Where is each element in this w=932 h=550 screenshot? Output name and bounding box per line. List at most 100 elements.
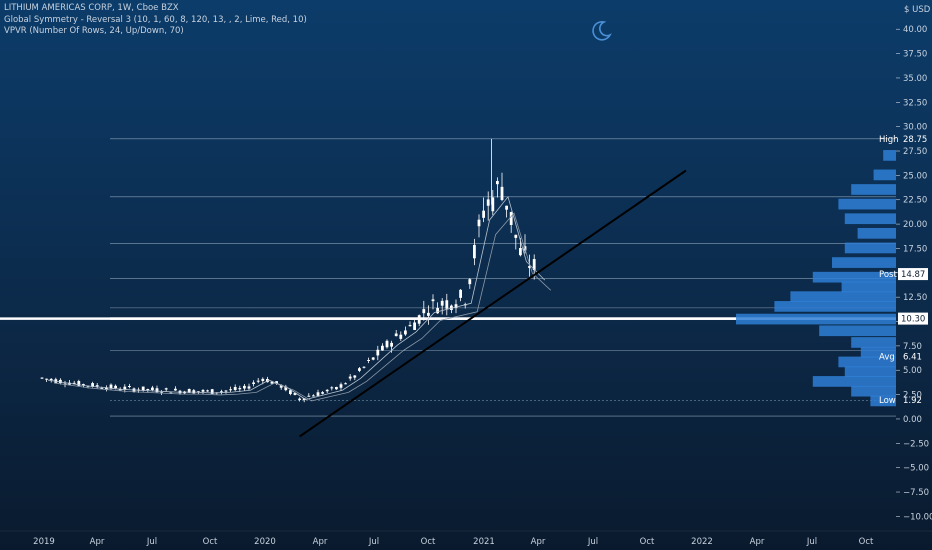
- candle-body[interactable]: [519, 247, 522, 256]
- candle-body[interactable]: [141, 386, 145, 391]
- candle-body[interactable]: [468, 279, 472, 285]
- candle-body[interactable]: [422, 309, 426, 314]
- price-marker-box[interactable]: [898, 268, 928, 281]
- candle-body[interactable]: [105, 387, 108, 390]
- candle-body[interactable]: [307, 395, 311, 397]
- candle-body[interactable]: [270, 381, 274, 384]
- candle-body[interactable]: [509, 212, 513, 225]
- candle-body[interactable]: [454, 304, 458, 309]
- candle-body[interactable]: [128, 386, 131, 388]
- candle-body[interactable]: [358, 368, 361, 371]
- price-marker-box[interactable]: [898, 312, 928, 325]
- candle-body[interactable]: [252, 382, 255, 385]
- candle-body[interactable]: [100, 387, 104, 389]
- moon-icon[interactable]: [589, 19, 613, 43]
- candle-body[interactable]: [413, 322, 416, 330]
- candle-body[interactable]: [298, 398, 301, 400]
- candle-body[interactable]: [279, 384, 283, 388]
- candle-body[interactable]: [330, 387, 334, 389]
- candle-body[interactable]: [40, 377, 44, 379]
- candle-body[interactable]: [528, 265, 531, 269]
- candle-body[interactable]: [353, 375, 357, 378]
- candle-body[interactable]: [440, 300, 444, 306]
- candle-body[interactable]: [394, 333, 398, 337]
- candle-body[interactable]: [123, 386, 127, 390]
- candle-body[interactable]: [197, 391, 200, 393]
- candle-body[interactable]: [114, 385, 117, 389]
- candle-body[interactable]: [408, 325, 412, 327]
- candle-body[interactable]: [362, 366, 366, 368]
- candle-body[interactable]: [151, 387, 154, 390]
- candle-body[interactable]: [146, 388, 150, 390]
- candle-body[interactable]: [459, 289, 462, 298]
- candle-body[interactable]: [224, 390, 228, 392]
- candle-body[interactable]: [486, 199, 490, 206]
- candle-body[interactable]: [233, 386, 237, 390]
- candle-body[interactable]: [174, 388, 177, 391]
- candle-body[interactable]: [316, 392, 320, 396]
- candle-body[interactable]: [109, 384, 113, 389]
- candle-body[interactable]: [482, 210, 485, 218]
- candle-body[interactable]: [344, 383, 347, 385]
- candle-body[interactable]: [59, 379, 62, 384]
- candle-body[interactable]: [445, 300, 449, 309]
- candle-body[interactable]: [325, 389, 329, 392]
- candle-body[interactable]: [293, 393, 297, 395]
- candle-body[interactable]: [45, 378, 48, 380]
- candle-body[interactable]: [238, 388, 242, 390]
- candle-body[interactable]: [206, 390, 209, 392]
- candle-body[interactable]: [381, 345, 384, 351]
- candle-body[interactable]: [275, 381, 278, 384]
- candle-body[interactable]: [220, 391, 223, 393]
- candle-body[interactable]: [473, 244, 476, 259]
- candle-body[interactable]: [187, 389, 191, 393]
- candle-body[interactable]: [82, 384, 85, 386]
- candle-body[interactable]: [477, 219, 481, 227]
- candle-body[interactable]: [376, 349, 380, 356]
- candle-body[interactable]: [321, 392, 324, 394]
- candle-body[interactable]: [261, 378, 265, 381]
- candle-body[interactable]: [210, 389, 214, 394]
- candle-body[interactable]: [427, 312, 430, 316]
- candle-body[interactable]: [514, 234, 518, 238]
- candle-body[interactable]: [417, 315, 421, 324]
- candle-body[interactable]: [302, 398, 306, 401]
- candle-body[interactable]: [431, 299, 435, 302]
- candle-body[interactable]: [95, 385, 99, 387]
- candle-body[interactable]: [491, 197, 495, 212]
- candle-body[interactable]: [404, 330, 407, 335]
- candle-body[interactable]: [91, 383, 94, 387]
- candle-body[interactable]: [155, 388, 159, 393]
- candle-body[interactable]: [399, 334, 403, 339]
- candle-body[interactable]: [49, 378, 53, 381]
- candle-body[interactable]: [436, 307, 439, 314]
- trendline[interactable]: [299, 169, 687, 438]
- candle-body[interactable]: [500, 186, 504, 200]
- candle-body[interactable]: [385, 340, 389, 348]
- candle-body[interactable]: [77, 381, 81, 386]
- candle-body[interactable]: [532, 259, 536, 271]
- candle-body[interactable]: [289, 390, 292, 395]
- legend-indicator-global-symmetry[interactable]: Global Symmetry - Reversal 3 (10, 1, 60,…: [4, 14, 307, 25]
- candle-body[interactable]: [243, 385, 246, 389]
- candle-body[interactable]: [371, 357, 375, 360]
- candle-body[interactable]: [118, 389, 122, 391]
- candle-body[interactable]: [505, 205, 508, 210]
- candle-body[interactable]: [164, 388, 168, 390]
- candle-body[interactable]: [312, 395, 315, 397]
- candle-body[interactable]: [496, 181, 499, 185]
- candle-body[interactable]: [229, 389, 232, 391]
- legend-indicator-vpvr[interactable]: VPVR (Number Of Rows, 24, Up/Down, 70): [4, 26, 184, 36]
- candle-body[interactable]: [367, 360, 370, 362]
- candle-body[interactable]: [335, 386, 338, 390]
- candle-body[interactable]: [339, 384, 343, 388]
- candle-body[interactable]: [284, 386, 288, 391]
- candle-body[interactable]: [256, 380, 260, 382]
- candle-body[interactable]: [247, 386, 251, 389]
- legend-symbol[interactable]: LITHIUM AMERICAS CORP, 1W, Cboe BZX: [4, 3, 179, 13]
- candle-body[interactable]: [72, 382, 76, 384]
- candle-body[interactable]: [348, 376, 352, 379]
- candle-body[interactable]: [390, 342, 393, 347]
- candle-body[interactable]: [201, 390, 205, 392]
